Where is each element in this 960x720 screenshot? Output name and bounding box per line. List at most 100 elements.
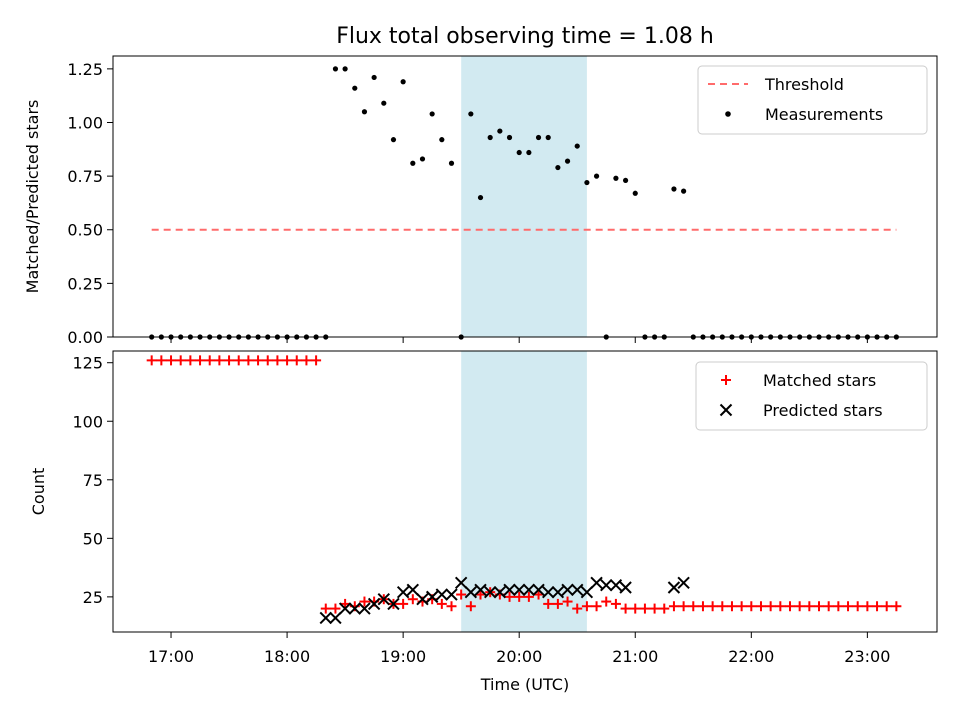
measurement-point — [477, 194, 484, 201]
matched-star-point — [224, 355, 235, 366]
matched-star-point — [446, 601, 457, 612]
measurement-point — [332, 66, 339, 72]
matched-star-point — [456, 589, 467, 600]
matched-star-point — [243, 355, 254, 366]
predicted-star-point — [609, 578, 623, 592]
matched-legend-swatch — [721, 375, 731, 385]
predicted-star-point — [435, 588, 449, 601]
bottom-y-ticks: 25 50 75 100 125 — [72, 354, 113, 607]
matched-star-point — [736, 601, 747, 612]
matched-star-point — [523, 591, 534, 602]
measurement-point — [632, 190, 638, 196]
predicted-star-point — [367, 597, 381, 611]
measurement-point — [564, 158, 571, 164]
predicted-star-point — [474, 583, 487, 597]
measurement-point — [526, 149, 532, 156]
matched-star-point — [668, 601, 679, 612]
matched-star-point — [775, 601, 786, 612]
bottom-xtick-label: 17:00 — [148, 647, 194, 666]
predicted-star-point — [454, 576, 468, 590]
measurement-point — [681, 188, 687, 194]
bottom-panel: 25 50 75 100 125 17:00 18:00 19:00 20:00 21:00 22… — [29, 350, 938, 694]
matched-star-point — [175, 355, 186, 366]
predicted-star-point — [396, 585, 410, 599]
predicted-legend-swatch — [719, 403, 733, 417]
matched-legend-marker — [721, 375, 731, 385]
measurement-point — [574, 143, 580, 149]
predicted-star-point — [503, 583, 516, 597]
measurement-point — [584, 179, 590, 186]
predicted-star-point — [358, 602, 371, 615]
top-panel: 0.00 0.25 0.50 0.75 1.00 1.25 Matched/Predict… — [23, 55, 938, 347]
top-panel-frame — [112, 55, 938, 338]
x-axis-label: Time (UTC) — [480, 675, 569, 694]
bottom-ytick-label: 125 — [72, 354, 103, 373]
measurement-point — [613, 175, 619, 181]
bottom-xtick-label: 18:00 — [264, 647, 310, 666]
matched-star-point — [843, 601, 854, 612]
threshold-legend-label: Threshold — [764, 75, 844, 94]
bottom-ytick-label: 50 — [83, 529, 103, 548]
bottom-legend-box — [695, 361, 928, 431]
measurement-point — [545, 134, 551, 141]
top-legend: Threshold Measurements — [697, 65, 928, 135]
measurement-point — [361, 109, 368, 115]
matched-star-point — [804, 601, 815, 612]
predicted-star-point — [445, 588, 458, 601]
top-ytick-label: 0.75 — [67, 167, 103, 186]
matched-star-point — [156, 355, 167, 366]
measurement-point — [439, 137, 445, 143]
measurements-legend-swatch — [725, 111, 731, 117]
matched-star-point — [330, 603, 341, 614]
matched-star-point — [436, 598, 447, 609]
matched-star-point — [301, 355, 312, 366]
matched-star-point — [233, 355, 244, 366]
bottom-xtick-label: 19:00 — [380, 647, 426, 666]
predicted-star-point — [329, 611, 342, 625]
predicted-star-point — [532, 583, 545, 597]
matched-star-point — [746, 601, 757, 612]
predicted-star-point — [512, 583, 526, 597]
measurement-point — [419, 156, 426, 162]
measurement-point — [671, 186, 677, 192]
predicted-star-point — [425, 590, 439, 604]
matched-star-point — [620, 603, 631, 614]
measurement-point — [448, 160, 455, 166]
matched-star-point — [272, 355, 283, 366]
measurement-point — [400, 79, 406, 85]
measurement-point — [622, 177, 629, 184]
measurement-point — [342, 66, 348, 72]
matched-star-point — [852, 601, 863, 612]
matched-star-point — [543, 598, 554, 609]
predicted-legend-marker — [719, 403, 733, 417]
bottom-x-ticks: 17:00 18:00 19:00 20:00 21:00 22:00 23:00 — [148, 632, 890, 666]
bottom-xtick-label: 23:00 — [844, 647, 890, 666]
predicted-star-point — [377, 593, 391, 606]
matched-star-point — [291, 355, 302, 366]
matched-star-point — [204, 355, 215, 366]
matched-star-point — [765, 601, 776, 612]
measurement-point — [555, 164, 561, 171]
matched-star-point — [591, 601, 602, 612]
predicted-legend-label: Predicted stars — [763, 401, 883, 420]
top-ytick-label: 0.00 — [67, 328, 103, 347]
top-ytick-label: 1.25 — [67, 60, 103, 79]
measurements-legend-label: Measurements — [765, 105, 883, 124]
matched-star-point — [262, 355, 273, 366]
matched-star-point — [862, 601, 873, 612]
matched-star-point — [639, 603, 650, 614]
matched-star-point — [504, 591, 515, 602]
bottom-xtick-label: 21:00 — [612, 647, 658, 666]
top-ytick-label: 0.50 — [67, 221, 103, 240]
matched-star-point — [755, 601, 766, 612]
measurement-point — [429, 111, 435, 117]
measurement-point — [390, 137, 397, 143]
measurement-point — [535, 134, 542, 141]
matched-star-point — [630, 603, 641, 614]
measurement-point — [352, 85, 358, 91]
bottom-xtick-label: 20:00 — [496, 647, 542, 666]
matched-star-point — [833, 601, 844, 612]
matched-star-point — [688, 601, 699, 612]
predicted-star-point — [590, 576, 603, 590]
matched-star-point — [678, 601, 689, 612]
